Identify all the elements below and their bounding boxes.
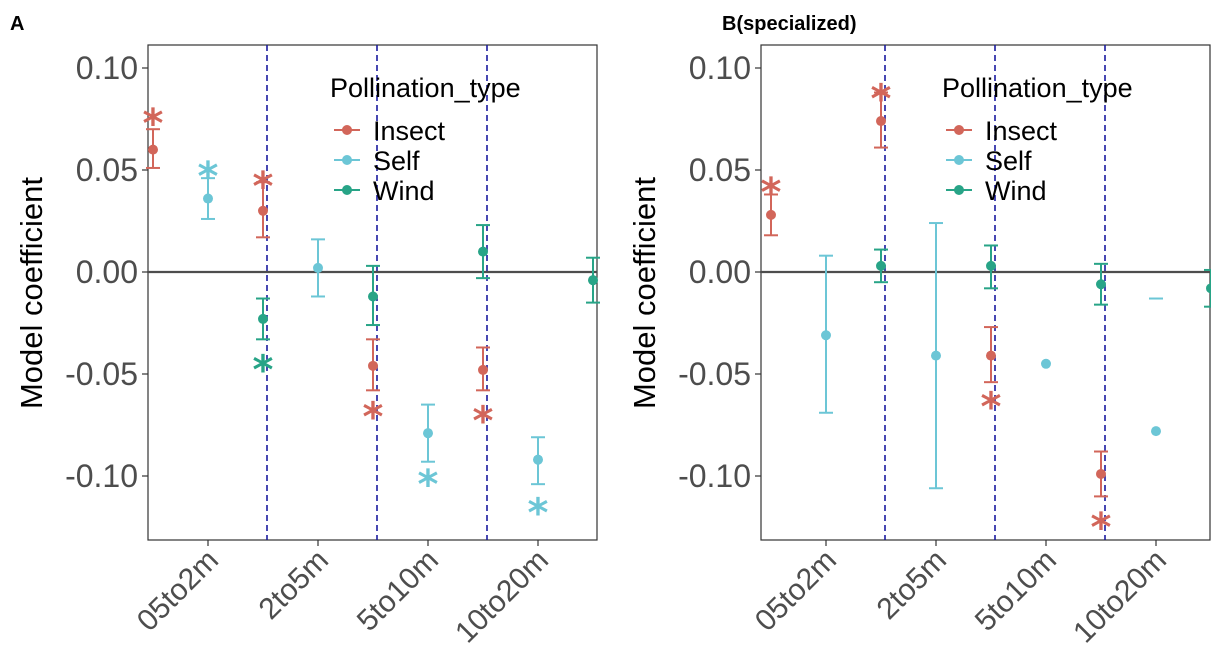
y-tick-label: -0.10: [678, 458, 751, 494]
legend-key-point: [342, 185, 352, 195]
legend-key-point: [954, 125, 964, 135]
legend-title: Pollination_type: [330, 73, 521, 103]
plot-frame: [147, 44, 598, 541]
y-tick-label: -0.05: [678, 356, 751, 392]
point-wind: [258, 313, 268, 324]
legend-label: Wind: [985, 176, 1047, 206]
point-insect: [766, 209, 776, 220]
x-tick-label: 05to2m: [749, 544, 843, 638]
y-tick-label: 0.05: [689, 152, 751, 188]
y-tick-label: 0.00: [689, 254, 751, 290]
y-tick-label: 0.10: [76, 50, 138, 86]
x-tick-label: 5to10m: [969, 544, 1063, 638]
significance-star: *: [253, 348, 274, 394]
point-insect: [368, 360, 378, 371]
significance-star: *: [981, 384, 1002, 430]
x-tick-label: 2to5m: [871, 544, 953, 626]
y-axis-title: Model coefficient: [14, 177, 49, 409]
x-tick-label: 2to5m: [253, 544, 335, 626]
point-wind: [876, 260, 886, 271]
point-wind: [478, 246, 488, 257]
point-insect: [986, 350, 996, 361]
significance-star: *: [871, 76, 892, 122]
point-insect: [148, 144, 158, 155]
point-insect: [258, 205, 268, 216]
legend-title: Pollination_type: [942, 73, 1133, 103]
point-wind: [588, 275, 598, 286]
point-self: [931, 350, 941, 361]
point-self: [313, 262, 323, 273]
significance-star: *: [143, 101, 164, 147]
point-wind: [368, 291, 378, 302]
legend-key-point: [342, 125, 352, 135]
y-tick-label: -0.10: [65, 458, 138, 494]
legend-label: Self: [985, 146, 1032, 176]
significance-star: *: [363, 395, 384, 441]
y-tick-label: 0.10: [689, 50, 751, 86]
panel-title: A: [10, 13, 24, 35]
y-tick-label: 0.05: [76, 152, 138, 188]
significance-star: *: [198, 154, 219, 200]
x-tick-label: 10to20m: [1067, 544, 1173, 650]
point-self: [821, 330, 831, 341]
point-self: [423, 428, 433, 439]
legend-label: Insect: [985, 116, 1058, 146]
significance-star: *: [761, 170, 782, 216]
legend-key-point: [954, 185, 964, 195]
legend-label: Wind: [373, 176, 435, 206]
point-wind: [1096, 279, 1106, 290]
point-self: [1041, 358, 1051, 369]
significance-star: *: [418, 462, 439, 508]
y-axis-title: Model coefficient: [627, 177, 662, 409]
point-wind: [1206, 283, 1211, 294]
point-insect: [478, 364, 488, 375]
x-tick-label: 05to2m: [131, 544, 225, 638]
significance-star: *: [528, 490, 549, 536]
significance-star: *: [253, 164, 274, 210]
legend-key-point: [954, 155, 964, 165]
legend-label: Insect: [373, 116, 446, 146]
significance-star: *: [473, 399, 494, 445]
y-tick-label: 0.00: [76, 254, 138, 290]
point-insect: [1096, 468, 1106, 479]
significance-star: *: [1091, 505, 1112, 551]
point-self: [1151, 426, 1161, 437]
point-self: [533, 454, 543, 465]
point-wind: [986, 260, 996, 271]
legend-key-point: [342, 155, 352, 165]
legend-label: Self: [373, 146, 420, 176]
x-tick-label: 5to10m: [351, 544, 445, 638]
point-insect: [876, 116, 886, 127]
point-self: [203, 193, 213, 204]
y-tick-label: -0.05: [65, 356, 138, 392]
panel-title: B(specialized): [722, 13, 856, 35]
x-tick-label: 10to20m: [449, 544, 555, 650]
